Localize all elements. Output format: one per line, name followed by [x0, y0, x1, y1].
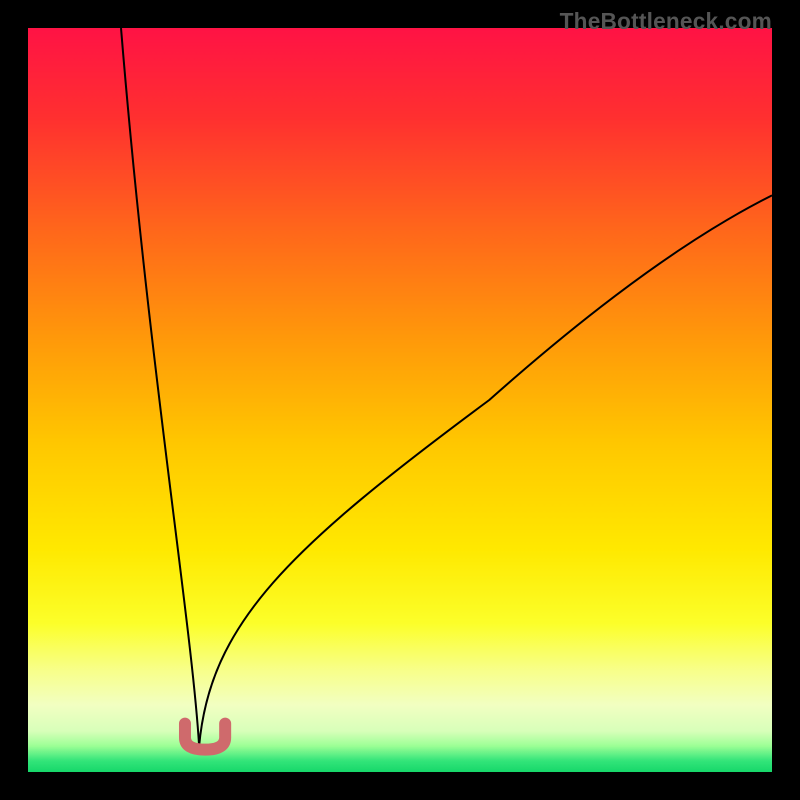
curve-right-branch	[199, 195, 772, 746]
curve-left-branch	[121, 28, 199, 746]
bottom-u-marker	[185, 724, 225, 750]
watermark: TheBottleneck.com	[560, 8, 772, 35]
chart-root: TheBottleneck.com	[0, 0, 800, 800]
curves-layer	[28, 28, 772, 772]
plot-area	[28, 28, 772, 772]
